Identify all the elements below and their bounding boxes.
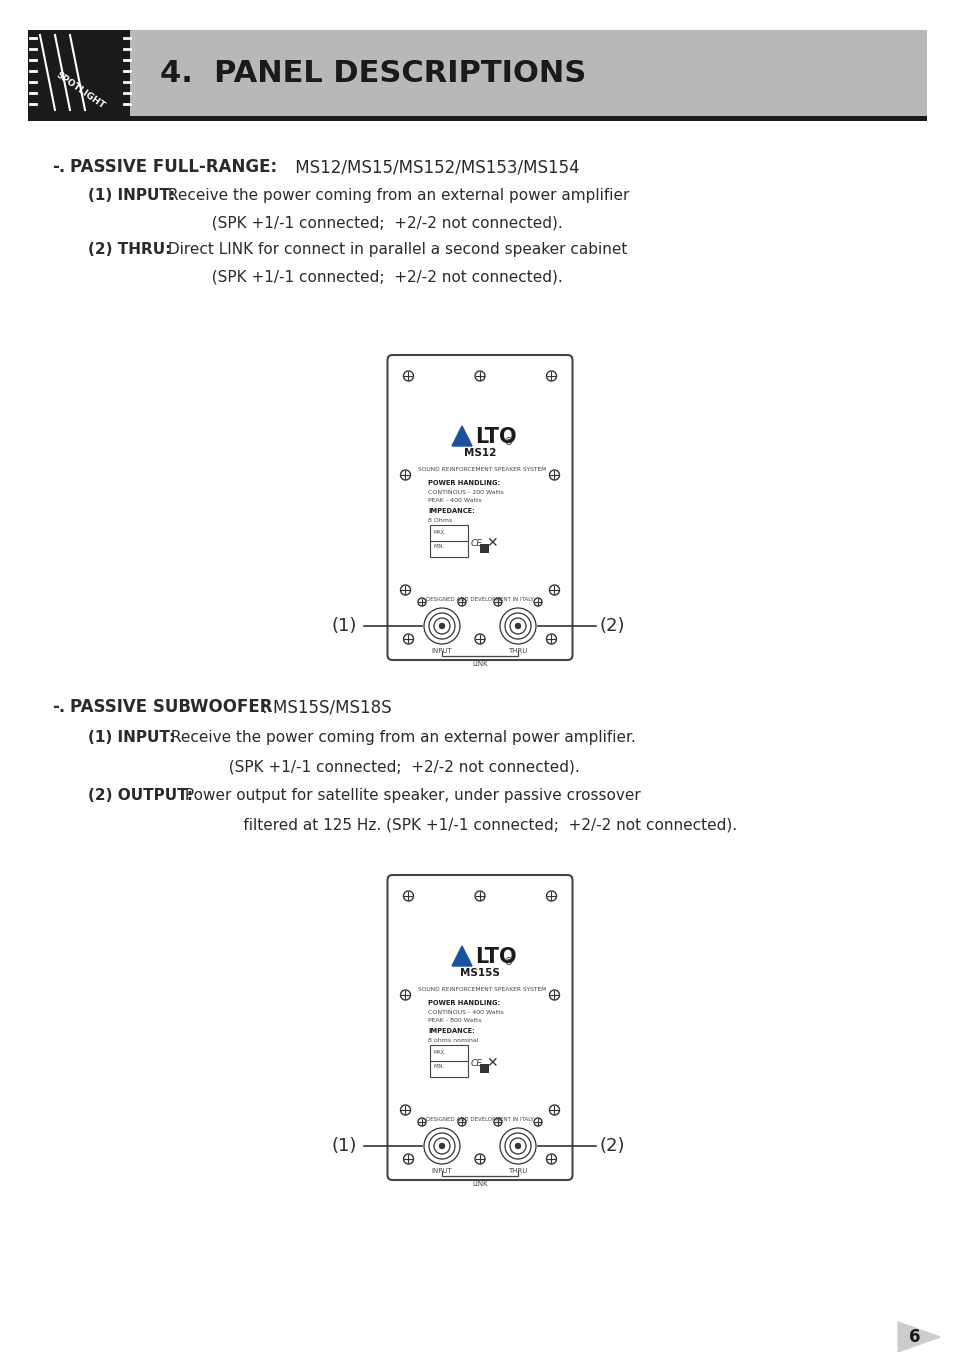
Polygon shape <box>452 946 472 965</box>
Text: (SPK +1/-1 connected;  +2/-2 not connected).: (SPK +1/-1 connected; +2/-2 not connecte… <box>180 758 579 773</box>
Text: INPUT: INPUT <box>431 1168 452 1174</box>
Text: -.: -. <box>52 158 65 176</box>
Text: PASSIVE FULL-RANGE:: PASSIVE FULL-RANGE: <box>70 158 276 176</box>
Text: SOUND REINFORCEMENT SPEAKER SYSTEM: SOUND REINFORCEMENT SPEAKER SYSTEM <box>418 987 546 992</box>
Text: Direct LINK for connect in parallel a second speaker cabinet: Direct LINK for connect in parallel a se… <box>163 242 627 257</box>
Text: DESIGNED AND DEVELOPMENT IN ITALY: DESIGNED AND DEVELOPMENT IN ITALY <box>426 598 534 602</box>
Text: (2): (2) <box>599 617 625 635</box>
Text: IMPEDANCE:: IMPEDANCE: <box>428 1028 475 1034</box>
Text: (1) INPUT:: (1) INPUT: <box>88 188 175 203</box>
Text: 8 ohms nominal: 8 ohms nominal <box>428 1038 478 1042</box>
Text: ✕: ✕ <box>486 1056 497 1069</box>
Text: Receive the power coming from an external power amplifier: Receive the power coming from an externa… <box>163 188 629 203</box>
Text: LTO: LTO <box>475 946 517 967</box>
Text: MAX.: MAX. <box>433 1051 446 1055</box>
Text: MAX.: MAX. <box>433 530 446 535</box>
FancyBboxPatch shape <box>387 356 572 660</box>
Bar <box>480 1064 489 1073</box>
Text: MS12: MS12 <box>463 448 496 458</box>
Text: LINK: LINK <box>472 661 487 667</box>
Bar <box>480 544 489 553</box>
Text: Power output for satellite speaker, under passive crossover: Power output for satellite speaker, unde… <box>180 788 640 803</box>
Text: (2) OUTPUT:: (2) OUTPUT: <box>88 788 193 803</box>
Text: (SPK +1/-1 connected;  +2/-2 not connected).: (SPK +1/-1 connected; +2/-2 not connecte… <box>163 269 562 284</box>
Text: ®: ® <box>503 437 514 448</box>
Text: : MS15S/MS18S: : MS15S/MS18S <box>262 698 392 717</box>
Bar <box>430 1045 468 1078</box>
Text: ®: ® <box>503 957 514 967</box>
Text: LINK: LINK <box>472 1182 487 1187</box>
Text: -.: -. <box>52 698 65 717</box>
Circle shape <box>515 1144 520 1148</box>
Text: MS15S: MS15S <box>459 968 499 977</box>
Text: POWER HANDLING:: POWER HANDLING: <box>428 480 500 485</box>
Text: CONTINOUS - 200 Watts: CONTINOUS - 200 Watts <box>428 489 504 495</box>
Text: PEAK - 800 Watts: PEAK - 800 Watts <box>428 1018 481 1023</box>
Bar <box>430 525 468 557</box>
Text: CE: CE <box>470 539 482 549</box>
Text: (2): (2) <box>599 1137 625 1155</box>
Text: (SPK +1/-1 connected;  +2/-2 not connected).: (SPK +1/-1 connected; +2/-2 not connecte… <box>163 215 562 230</box>
Text: (1): (1) <box>332 617 357 635</box>
Text: DESIGNED AND DEVELOPMENT IN ITALY: DESIGNED AND DEVELOPMENT IN ITALY <box>426 1117 534 1122</box>
Text: SPOTLIGHT: SPOTLIGHT <box>53 70 106 110</box>
Text: IMPEDANCE:: IMPEDANCE: <box>428 508 475 514</box>
Circle shape <box>439 1144 444 1148</box>
Text: MIN.: MIN. <box>433 544 444 549</box>
Text: THRU: THRU <box>508 1168 527 1174</box>
Text: THRU: THRU <box>508 648 527 654</box>
Text: CE: CE <box>470 1060 482 1068</box>
Text: POWER HANDLING:: POWER HANDLING: <box>428 1000 500 1006</box>
Polygon shape <box>452 426 472 446</box>
Text: LTO: LTO <box>475 427 517 448</box>
Polygon shape <box>897 1322 939 1352</box>
Text: (2) THRU:: (2) THRU: <box>88 242 172 257</box>
Text: PASSIVE SUBWOOFER: PASSIVE SUBWOOFER <box>70 698 273 717</box>
Bar <box>130 30 926 118</box>
Text: 4.  PANEL DESCRIPTIONS: 4. PANEL DESCRIPTIONS <box>160 59 586 88</box>
Text: filtered at 125 Hz. (SPK +1/-1 connected;  +2/-2 not connected).: filtered at 125 Hz. (SPK +1/-1 connected… <box>180 817 737 831</box>
Text: (1) INPUT:: (1) INPUT: <box>88 730 175 745</box>
Text: CONTINOUS - 400 Watts: CONTINOUS - 400 Watts <box>428 1010 504 1015</box>
Text: 8 Ohms: 8 Ohms <box>428 518 453 523</box>
Text: INPUT: INPUT <box>431 648 452 654</box>
Text: SOUND REINFORCEMENT SPEAKER SYSTEM: SOUND REINFORCEMENT SPEAKER SYSTEM <box>418 466 546 472</box>
Bar <box>28 30 130 118</box>
FancyBboxPatch shape <box>387 875 572 1180</box>
Text: ✕: ✕ <box>486 535 497 550</box>
Bar <box>28 116 926 120</box>
Text: Receive the power coming from an external power amplifier.: Receive the power coming from an externa… <box>166 730 636 745</box>
Text: 6: 6 <box>908 1328 920 1347</box>
Text: MS12/MS15/MS152/MS153/MS154: MS12/MS15/MS152/MS153/MS154 <box>290 158 579 176</box>
Circle shape <box>515 623 520 629</box>
Text: PEAK - 400 Watts: PEAK - 400 Watts <box>428 498 482 503</box>
Text: MIN.: MIN. <box>433 1064 444 1069</box>
Text: (1): (1) <box>332 1137 357 1155</box>
Circle shape <box>439 623 444 629</box>
